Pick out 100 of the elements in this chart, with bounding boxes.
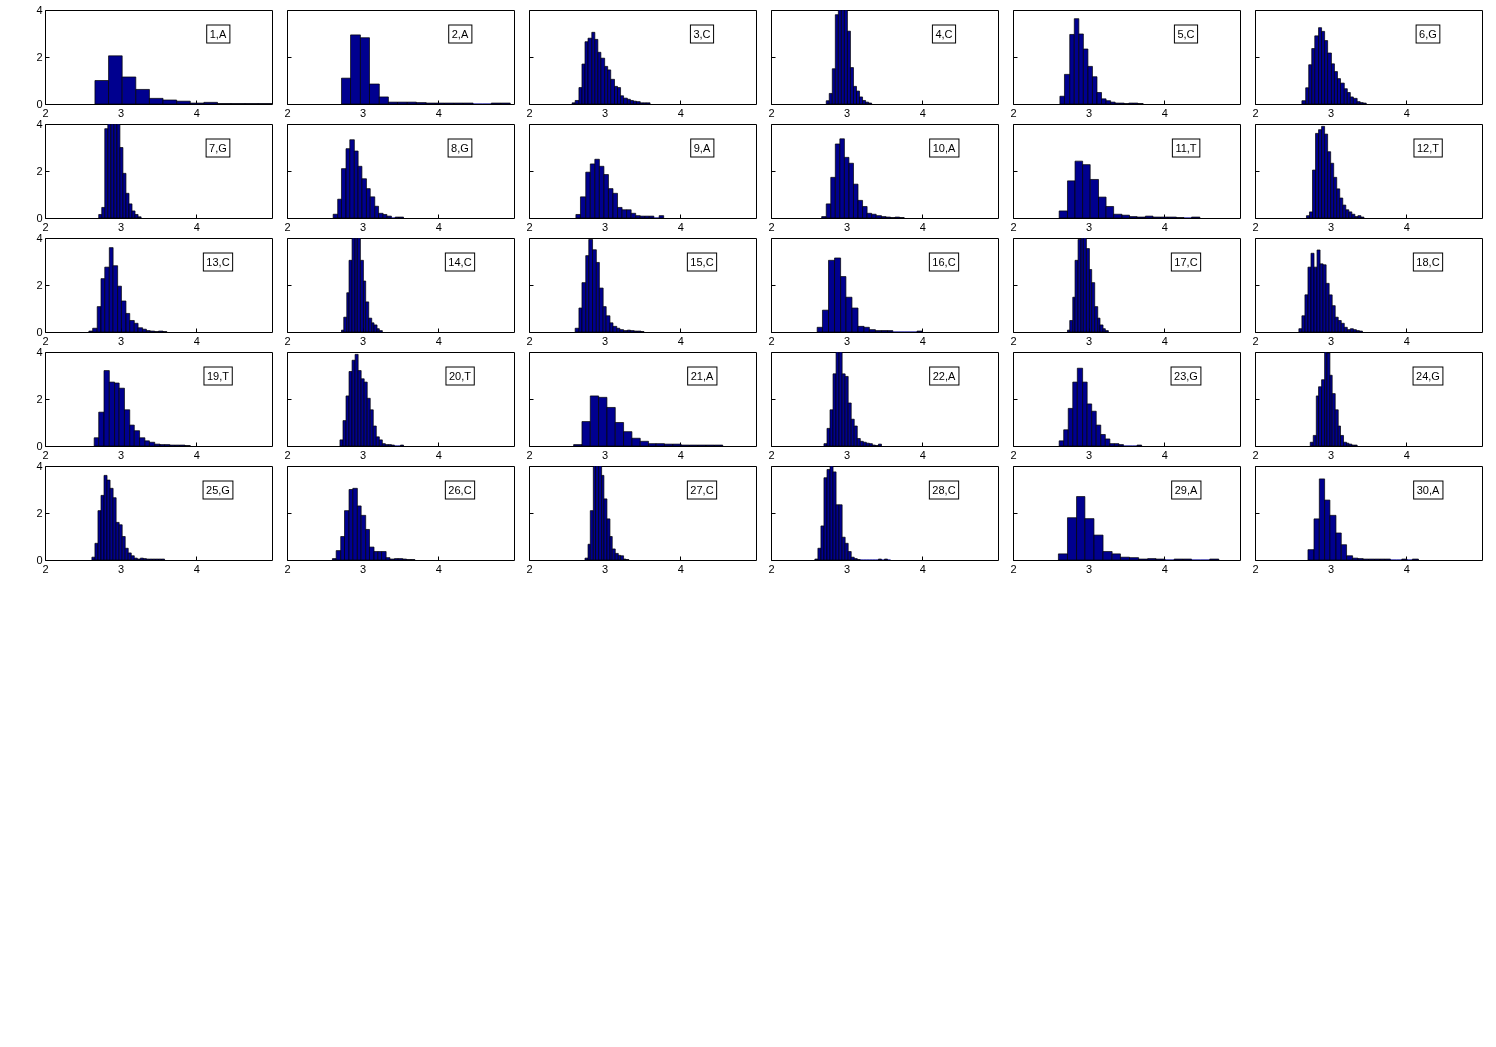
- x-tick-label: 4: [677, 220, 684, 233]
- x-tick-label: 2: [768, 334, 775, 347]
- x-tick-label: 3: [118, 220, 125, 233]
- x-tick-label: 4: [1161, 448, 1168, 461]
- x-tick-label: 3: [360, 220, 367, 233]
- y-tick-label: 2: [36, 164, 43, 177]
- x-tick-label: 4: [193, 106, 200, 119]
- x-tick-label: 2: [768, 448, 775, 461]
- x-tick-label: 3: [1086, 220, 1093, 233]
- y-tick-label: 4: [36, 3, 43, 16]
- x-tick-label: 4: [435, 106, 442, 119]
- x-tick-label: 2: [768, 562, 775, 575]
- x-tick-label: 3: [602, 448, 609, 461]
- x-tick-label: 2: [1252, 106, 1259, 119]
- x-tick-label: 2: [1010, 334, 1017, 347]
- x-tick-label: 4: [193, 562, 200, 575]
- x-tick-label: 4: [1161, 334, 1168, 347]
- x-tick-label: 2: [1252, 334, 1259, 347]
- x-tick-label: 2: [526, 448, 533, 461]
- x-tick-label: 3: [118, 106, 125, 119]
- x-tick-label: 4: [919, 334, 926, 347]
- x-tick-label: 2: [526, 334, 533, 347]
- y-tick-label: 0: [36, 439, 43, 452]
- x-tick-label: 2: [526, 562, 533, 575]
- x-tick-label: 2: [1010, 106, 1017, 119]
- y-tick-label: 2: [36, 50, 43, 63]
- x-tick-label: 3: [1328, 334, 1335, 347]
- x-tick-label: 2: [1252, 448, 1259, 461]
- x-tick-label: 3: [1328, 220, 1335, 233]
- x-tick-label: 3: [1328, 448, 1335, 461]
- x-tick-label: 4: [1403, 334, 1410, 347]
- x-tick-label: 3: [602, 562, 609, 575]
- x-tick-label: 2: [284, 220, 291, 233]
- x-tick-label: 2: [526, 106, 533, 119]
- x-tick-label: 2: [526, 220, 533, 233]
- x-tick-label: 4: [193, 220, 200, 233]
- x-tick-label: 3: [844, 448, 851, 461]
- x-tick-label: 3: [118, 448, 125, 461]
- x-tick-label: 2: [1010, 220, 1017, 233]
- y-tick-label: 2: [36, 278, 43, 291]
- x-tick-label: 4: [435, 448, 442, 461]
- x-tick-label: 4: [919, 106, 926, 119]
- x-tick-label: 3: [844, 334, 851, 347]
- x-tick-label: 4: [1403, 562, 1410, 575]
- x-tick-label: 4: [677, 562, 684, 575]
- x-tick-label: 2: [284, 106, 291, 119]
- x-tick-label: 3: [602, 106, 609, 119]
- x-tick-label: 4: [193, 334, 200, 347]
- x-tick-label: 3: [844, 562, 851, 575]
- x-tick-label: 2: [768, 106, 775, 119]
- x-tick-label: 4: [677, 448, 684, 461]
- x-tick-label: 2: [1252, 562, 1259, 575]
- x-tick-label: 4: [1161, 106, 1168, 119]
- x-tick-label: 3: [360, 448, 367, 461]
- x-tick-label: 3: [360, 334, 367, 347]
- y-tick-label: 0: [36, 97, 43, 110]
- x-tick-label: 4: [435, 562, 442, 575]
- x-tick-label: 4: [435, 334, 442, 347]
- x-tick-label: 2: [284, 448, 291, 461]
- x-tick-label: 3: [602, 334, 609, 347]
- x-tick-label: 2: [768, 220, 775, 233]
- y-tick-label: 4: [36, 117, 43, 130]
- x-tick-label: 3: [1086, 334, 1093, 347]
- x-tick-label: 4: [919, 220, 926, 233]
- y-tick-label: 4: [36, 345, 43, 358]
- x-tick-label: 3: [118, 334, 125, 347]
- y-tick-label: 2: [36, 506, 43, 519]
- x-tick-label: 2: [284, 334, 291, 347]
- x-tick-label: 3: [118, 562, 125, 575]
- x-tick-label: 4: [919, 562, 926, 575]
- x-tick-label: 3: [844, 106, 851, 119]
- x-tick-label: 3: [1086, 106, 1093, 119]
- y-tick-label: 4: [36, 459, 43, 472]
- x-tick-label: 3: [1328, 562, 1335, 575]
- x-tick-label: 3: [360, 562, 367, 575]
- x-tick-label: 4: [435, 220, 442, 233]
- x-tick-label: 4: [677, 334, 684, 347]
- x-tick-label: 2: [1010, 448, 1017, 461]
- x-tick-label: 4: [677, 106, 684, 119]
- y-tick-label: 4: [36, 231, 43, 244]
- x-tick-label: 3: [602, 220, 609, 233]
- x-tick-label: 4: [1403, 220, 1410, 233]
- x-tick-label: 2: [1010, 562, 1017, 575]
- x-tick-label: 3: [844, 220, 851, 233]
- x-tick-label: 4: [1161, 220, 1168, 233]
- x-tick-label: 3: [1328, 106, 1335, 119]
- x-tick-label: 2: [1252, 220, 1259, 233]
- x-tick-label: 3: [1086, 562, 1093, 575]
- y-tick-label: 0: [36, 325, 43, 338]
- x-tick-label: 4: [1403, 106, 1410, 119]
- x-tick-label: 4: [919, 448, 926, 461]
- y-tick-label: 2: [36, 392, 43, 405]
- x-tick-label: 4: [1161, 562, 1168, 575]
- x-tick-label: 3: [360, 106, 367, 119]
- y-tick-label: 0: [36, 211, 43, 224]
- y-tick-label: 0: [36, 553, 43, 566]
- x-tick-label: 4: [1403, 448, 1410, 461]
- x-tick-label: 3: [1086, 448, 1093, 461]
- x-tick-label: 2: [284, 562, 291, 575]
- x-tick-label: 4: [193, 448, 200, 461]
